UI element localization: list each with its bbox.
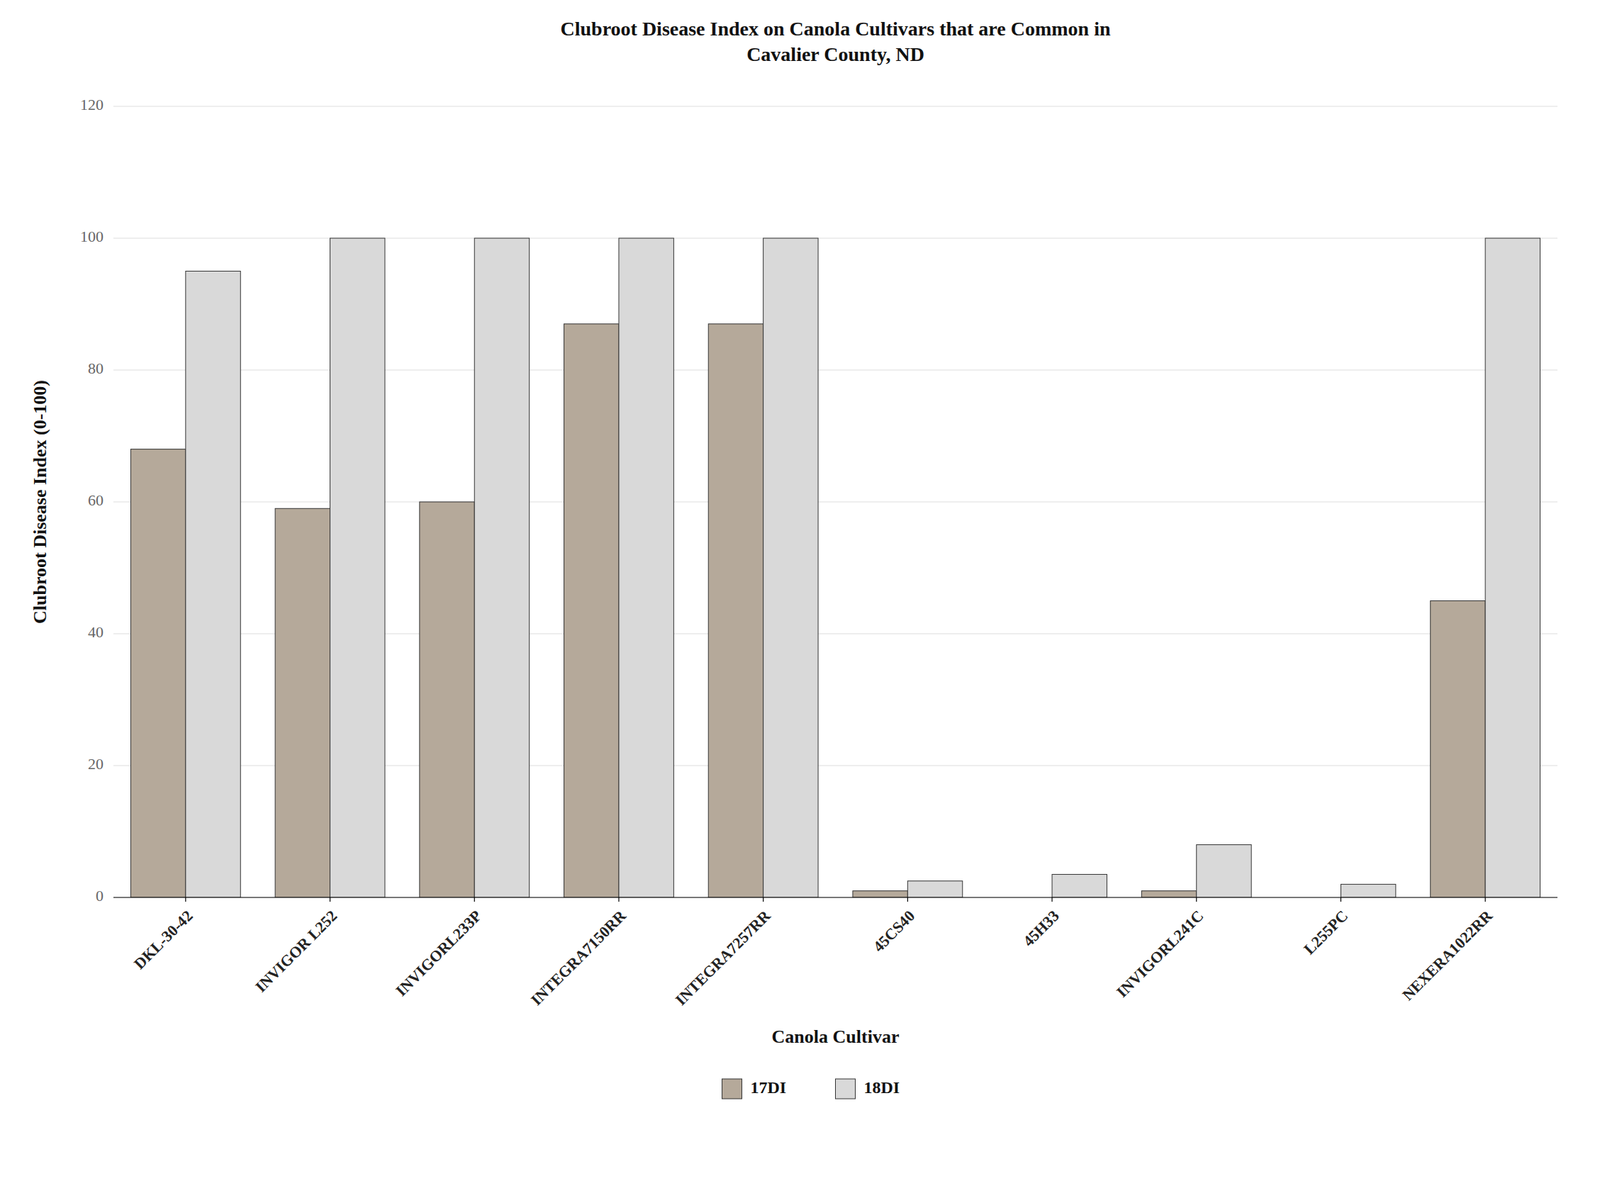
legend-label: 17DI — [750, 1078, 787, 1097]
grid — [113, 106, 1558, 898]
x-tick — [762, 897, 764, 902]
x-tick — [1485, 897, 1486, 902]
x-tick — [1340, 897, 1342, 902]
bar — [852, 891, 908, 898]
y-tick-label: 40 — [87, 623, 104, 641]
x-tick-label: 45CS40 — [869, 906, 919, 956]
title-line: Cavalier County, ND — [746, 43, 925, 66]
x-tick-label: 45H33 — [1019, 906, 1063, 950]
x-tick-label: INVIGORL241C — [1112, 906, 1208, 1001]
bar — [130, 449, 186, 898]
x-axis-label: Canola Cultivar — [771, 1026, 900, 1048]
title-line: Clubroot Disease Index on Canola Cultiva… — [560, 17, 1111, 40]
y-tick-label: 0 — [95, 886, 104, 905]
bar — [763, 238, 819, 898]
y-tick-label: 20 — [87, 754, 104, 773]
y-tick-label: 60 — [87, 491, 104, 509]
bar — [1485, 238, 1540, 898]
title: Clubroot Disease Index on Canola Cultiva… — [560, 17, 1111, 66]
x-tick — [907, 897, 909, 902]
x-tick-label: INTEGRA7257RR — [672, 905, 775, 1009]
x-tick-label: INTEGRA7150RR — [527, 905, 631, 1009]
x-tick-label: L255PC — [1300, 906, 1352, 958]
x-tick — [329, 897, 331, 902]
x-tick-label: DKL-30-42 — [130, 906, 197, 973]
bar — [1141, 891, 1196, 898]
x-tick — [1195, 897, 1197, 902]
bar — [1196, 845, 1252, 898]
x-tick-label: NEXERA1022RR — [1398, 905, 1497, 1004]
legend: 17DI 18DI — [722, 1078, 901, 1100]
x-tick — [618, 897, 619, 902]
bar — [564, 323, 619, 898]
bar — [275, 508, 330, 898]
y-tick-label: 100 — [80, 227, 104, 246]
x-tick — [474, 897, 475, 902]
bar — [330, 238, 385, 898]
y-axis-label: Clubroot Disease Index (0-100) — [29, 379, 51, 624]
y-tick-label: 120 — [80, 95, 104, 114]
bar — [1340, 884, 1396, 898]
x-tick-label: INVIGORL233P — [392, 906, 485, 1000]
x-tick — [185, 897, 186, 902]
legend-swatch — [835, 1078, 856, 1099]
bar — [185, 271, 241, 899]
chart: 0 20 40 60 80 100 120 DKL-30-42 INVIGOR L252 INVI… — [0, 0, 1600, 1181]
x-tick — [1051, 897, 1053, 902]
grid-line — [113, 106, 1558, 108]
x-tick-label: INVIGOR L252 — [251, 906, 341, 996]
bar — [1052, 874, 1107, 898]
bar — [1430, 601, 1486, 899]
bar — [419, 501, 475, 898]
bar — [618, 238, 674, 898]
legend-label: 18DI — [864, 1078, 901, 1097]
bars — [130, 238, 1540, 898]
bar — [708, 323, 763, 898]
y-tick-label: 80 — [87, 359, 104, 378]
bar — [907, 881, 962, 898]
bar — [474, 238, 529, 898]
legend-swatch — [722, 1078, 743, 1099]
